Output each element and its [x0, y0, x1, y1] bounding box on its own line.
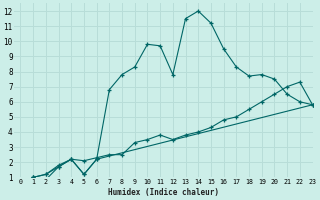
- X-axis label: Humidex (Indice chaleur): Humidex (Indice chaleur): [108, 188, 219, 197]
